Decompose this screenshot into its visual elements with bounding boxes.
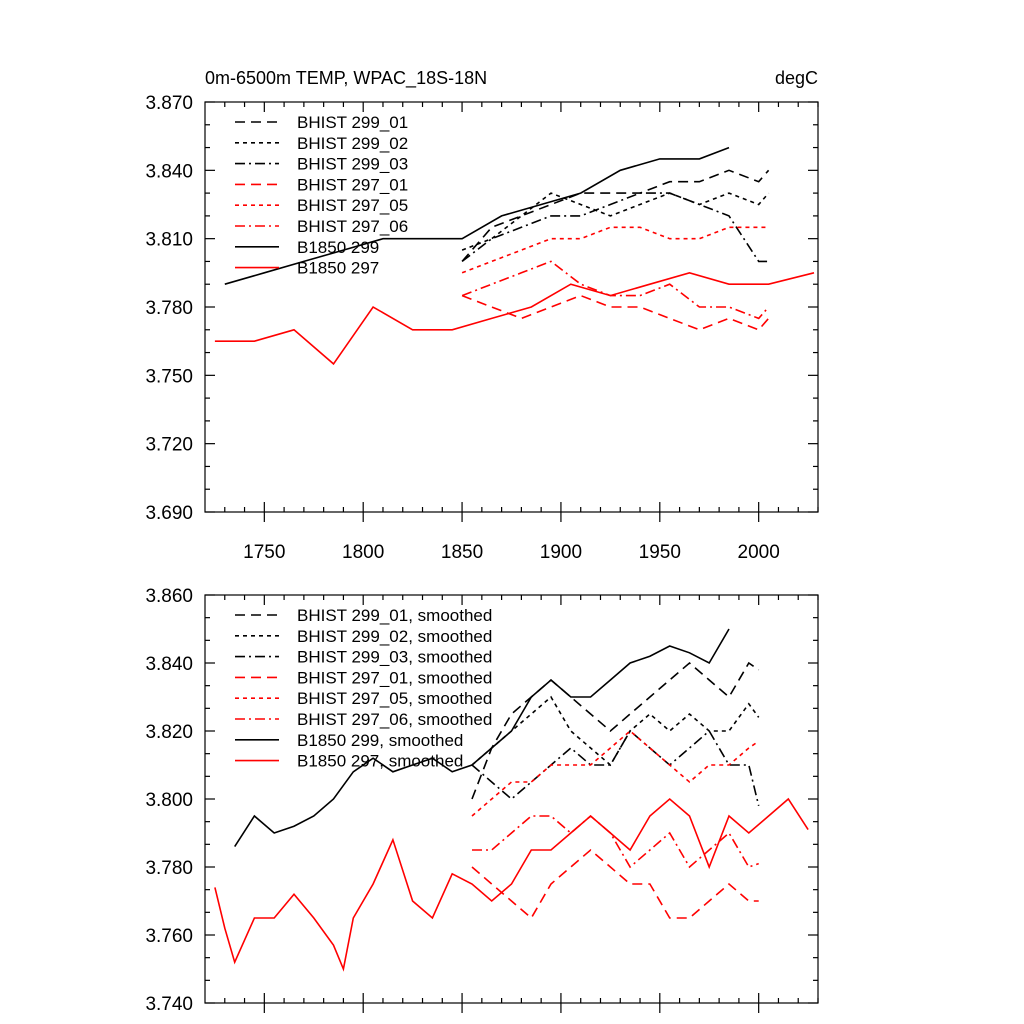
legend: BHIST 299_01, smoothed BHIST 299_02, smoo… bbox=[235, 606, 492, 771]
series-line-0 bbox=[461, 169, 770, 262]
x-tick-label: 1850 bbox=[441, 542, 483, 563]
y-tick-label: 3.810 bbox=[145, 230, 193, 251]
top-panel: 0m-6500m TEMP, WPAC_18S-18N degC 3.690 3.72… bbox=[145, 68, 819, 563]
series-line-1 bbox=[461, 192, 770, 251]
y-tick-label: 3.740 bbox=[145, 994, 193, 1015]
legend-label: BHIST 297_01 bbox=[297, 175, 408, 194]
legend-label: B1850 297, smoothed bbox=[297, 752, 463, 771]
bottom-panel: 3.740 3.760 3.780 3.800 3.820 3.840 3.860 BHIST… bbox=[145, 586, 819, 1015]
units-label: degC bbox=[775, 68, 818, 88]
x-tick-label: 1900 bbox=[540, 542, 582, 563]
series-line-7 bbox=[214, 271, 815, 366]
series-group bbox=[214, 628, 809, 972]
x-tick-label: 1950 bbox=[639, 542, 681, 563]
y-tick-label: 3.760 bbox=[145, 926, 193, 947]
y-tick-label: 3.750 bbox=[145, 366, 193, 387]
chart-title: 0m-6500m TEMP, WPAC_18S-18N bbox=[205, 68, 487, 89]
series-line-7 bbox=[214, 797, 809, 972]
x-tick-label: 1800 bbox=[342, 542, 384, 563]
series-group bbox=[214, 146, 815, 366]
legend-label: BHIST 297_05, smoothed bbox=[297, 689, 492, 708]
series-line-3 bbox=[471, 848, 759, 920]
y-tick-label: 3.780 bbox=[145, 298, 193, 319]
y-tick-label: 3.780 bbox=[145, 858, 193, 879]
series-line-5 bbox=[472, 814, 759, 869]
legend-label: BHIST 299_02 bbox=[297, 134, 408, 153]
series-line-1 bbox=[471, 695, 760, 767]
series-line-5 bbox=[461, 260, 770, 320]
series-line-6 bbox=[224, 146, 730, 285]
x-tick-label: 1750 bbox=[243, 542, 285, 563]
series-line-3 bbox=[461, 294, 770, 331]
legend-label: BHIST 299_03 bbox=[297, 155, 408, 174]
y-tick-label: 3.840 bbox=[145, 654, 193, 675]
x-tick-label: 2000 bbox=[738, 542, 780, 563]
legend-label: BHIST 299_01, smoothed bbox=[297, 606, 492, 625]
legend-label: BHIST 297_01, smoothed bbox=[297, 668, 492, 687]
y-tick-label: 3.720 bbox=[145, 435, 193, 456]
y-tick-label: 3.800 bbox=[145, 790, 193, 811]
legend-label: BHIST 299_02, smoothed bbox=[297, 627, 492, 646]
legend-label: BHIST 299_03, smoothed bbox=[297, 648, 492, 667]
y-tick-label: 3.870 bbox=[145, 93, 193, 114]
y-tick-label: 3.860 bbox=[145, 586, 193, 607]
series-line-6 bbox=[234, 628, 730, 848]
y-tick-label: 3.690 bbox=[145, 503, 193, 524]
legend-label: B1850 297 bbox=[297, 259, 379, 278]
legend-label: B1850 299 bbox=[297, 238, 379, 257]
series-line-4 bbox=[471, 729, 760, 817]
legend-label: BHIST 297_05 bbox=[297, 196, 408, 215]
legend-label: BHIST 299_01 bbox=[297, 113, 408, 132]
series-line-4 bbox=[461, 226, 769, 274]
legend-label: BHIST 297_06, smoothed bbox=[297, 710, 492, 729]
y-tick-label: 3.840 bbox=[145, 161, 193, 182]
legend-label: BHIST 297_06 bbox=[297, 217, 408, 236]
legend-label: B1850 299, smoothed bbox=[297, 731, 463, 750]
series-line-2 bbox=[461, 192, 769, 263]
y-tick-label: 3.820 bbox=[145, 722, 193, 743]
series-line-2 bbox=[471, 729, 760, 806]
